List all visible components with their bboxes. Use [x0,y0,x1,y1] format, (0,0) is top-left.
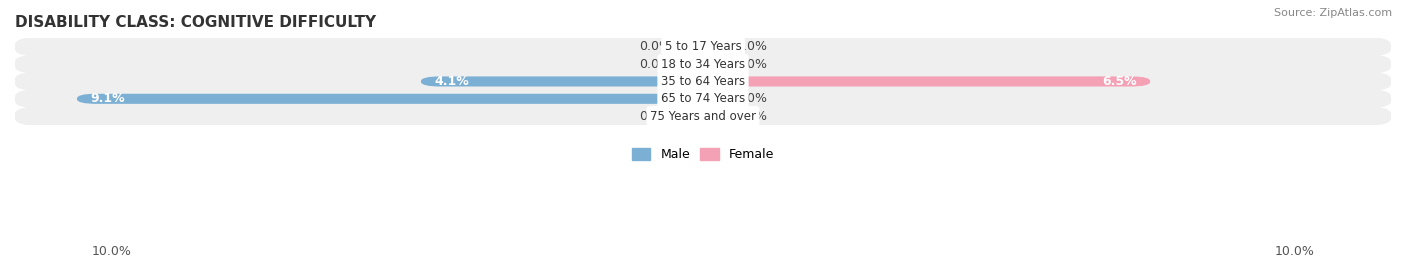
Text: DISABILITY CLASS: COGNITIVE DIFFICULTY: DISABILITY CLASS: COGNITIVE DIFFICULTY [15,15,377,30]
Legend: Male, Female: Male, Female [627,143,779,166]
FancyBboxPatch shape [679,111,703,121]
Text: 4.1%: 4.1% [434,75,470,88]
Text: 0.0%: 0.0% [735,58,768,71]
FancyBboxPatch shape [420,76,703,87]
FancyBboxPatch shape [703,42,727,52]
Text: 0.0%: 0.0% [638,40,671,53]
Text: 0.0%: 0.0% [735,40,768,53]
FancyBboxPatch shape [15,54,1391,74]
FancyBboxPatch shape [679,59,703,69]
FancyBboxPatch shape [15,106,1391,126]
Text: 0.0%: 0.0% [735,92,768,105]
Text: 10.0%: 10.0% [1275,245,1315,258]
Text: 0.0%: 0.0% [638,58,671,71]
Text: 9.1%: 9.1% [90,92,125,105]
Text: 18 to 34 Years: 18 to 34 Years [661,58,745,71]
FancyBboxPatch shape [679,42,703,52]
FancyBboxPatch shape [15,71,1391,91]
Text: 75 Years and over: 75 Years and over [650,110,756,123]
FancyBboxPatch shape [703,59,727,69]
Text: 0.0%: 0.0% [638,110,671,123]
Text: 10.0%: 10.0% [91,245,131,258]
FancyBboxPatch shape [15,37,1391,57]
Text: 0.0%: 0.0% [735,110,768,123]
Text: 6.5%: 6.5% [1102,75,1136,88]
Text: 35 to 64 Years: 35 to 64 Years [661,75,745,88]
FancyBboxPatch shape [703,76,1150,87]
FancyBboxPatch shape [15,89,1391,109]
Text: 5 to 17 Years: 5 to 17 Years [665,40,741,53]
FancyBboxPatch shape [77,94,703,104]
FancyBboxPatch shape [703,111,727,121]
Text: Source: ZipAtlas.com: Source: ZipAtlas.com [1274,8,1392,18]
Text: 65 to 74 Years: 65 to 74 Years [661,92,745,105]
FancyBboxPatch shape [703,94,727,104]
